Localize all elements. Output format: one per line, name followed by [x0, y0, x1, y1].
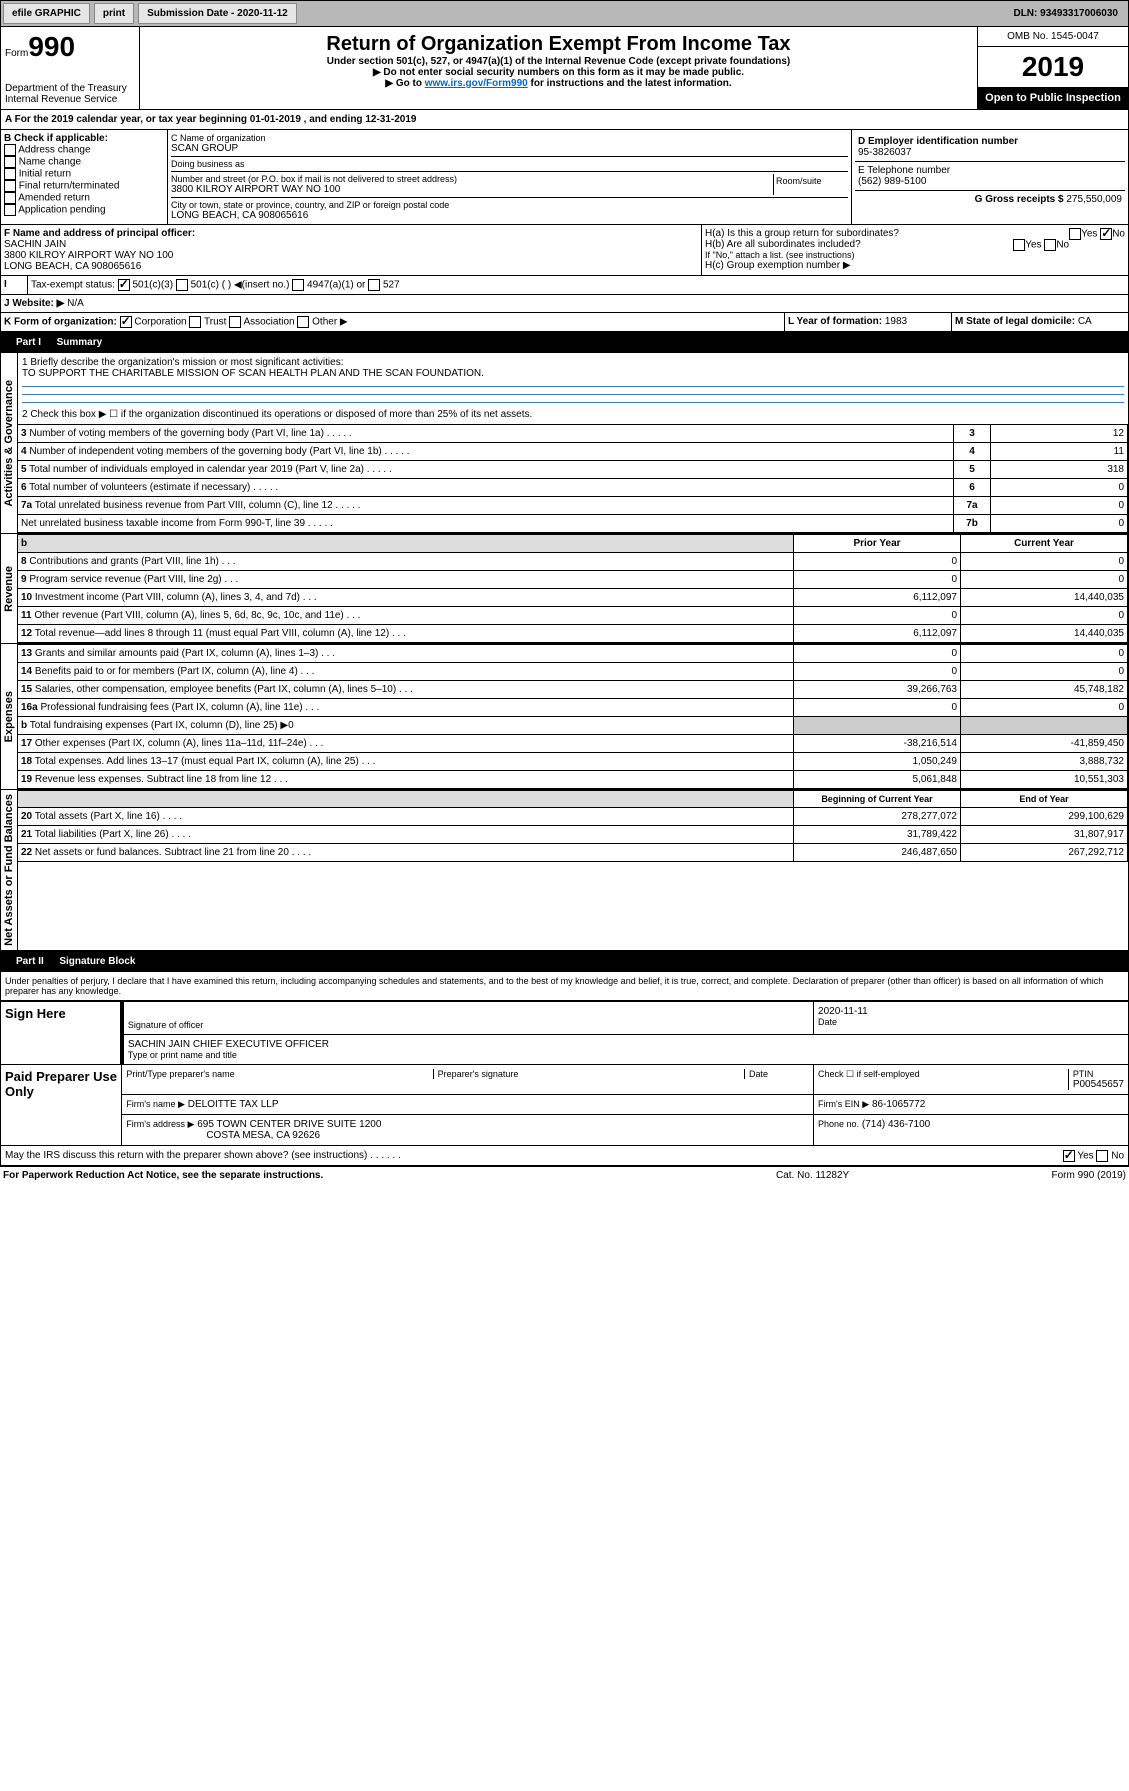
signature-table: Sign Here Signature of officer 2020-11-1…	[0, 1001, 1129, 1146]
officer-addr: 3800 KILROY AIRPORT WAY NO 100 LONG BEAC…	[4, 250, 173, 272]
telephone: (562) 989-5100	[858, 176, 926, 187]
discuss-no[interactable]	[1096, 1150, 1108, 1162]
discuss-yes[interactable]	[1063, 1150, 1075, 1162]
dba-label: Doing business as	[171, 159, 848, 169]
officer-name: SACHIN JAIN	[4, 239, 66, 250]
governance-table: 3 Number of voting members of the govern…	[18, 424, 1128, 533]
city-state-zip: LONG BEACH, CA 908065616	[171, 210, 848, 221]
form-header: Form990 Department of the Treasury Inter…	[0, 27, 1129, 110]
mission-text: TO SUPPORT THE CHARITABLE MISSION OF SCA…	[22, 368, 1124, 379]
ein: 95-3826037	[858, 147, 911, 158]
form-footer: Form 990 (2019)	[976, 1170, 1126, 1181]
revenue-table: bPrior YearCurrent Year8 Contributions a…	[18, 534, 1128, 643]
street-address: 3800 KILROY AIRPORT WAY NO 100	[171, 184, 773, 195]
balance-table: Beginning of Current YearEnd of Year20 T…	[18, 790, 1128, 862]
form-note2: ▶ Go to www.irs.gov/Form990 for instruct…	[146, 78, 971, 89]
irs-link[interactable]: www.irs.gov/Form990	[425, 78, 528, 89]
addr-change-check[interactable]	[4, 144, 16, 156]
name-change-check[interactable]	[4, 156, 16, 168]
4947-check[interactable]	[292, 279, 304, 291]
exp-side-label: Expenses	[1, 687, 17, 746]
cat-no: Cat. No. 11282Y	[776, 1170, 976, 1181]
tax-year: 2019	[978, 47, 1128, 88]
final-return-check[interactable]	[4, 180, 16, 192]
part-i-header: Part I Summary	[0, 332, 1129, 353]
omb-number: OMB No. 1545-0047	[978, 27, 1128, 47]
corp-check[interactable]	[120, 316, 132, 328]
b-label: B Check if applicable:	[4, 133, 108, 144]
sign-here-label: Sign Here	[1, 1001, 122, 1064]
initial-return-check[interactable]	[4, 168, 16, 180]
firm-name: DELOITTE TAX LLP	[188, 1099, 279, 1110]
hb-no[interactable]	[1044, 239, 1056, 251]
firm-ein: 86-1065772	[872, 1099, 925, 1110]
form-title: Return of Organization Exempt From Incom…	[146, 33, 971, 56]
discuss-line: May the IRS discuss this return with the…	[0, 1146, 1129, 1166]
open-public-badge: Open to Public Inspection	[978, 88, 1128, 109]
section-f-h: F Name and address of principal officer:…	[0, 225, 1129, 276]
paid-prep-label: Paid Preparer Use Only	[1, 1064, 122, 1145]
state-domicile: CA	[1078, 316, 1092, 327]
form-number: 990	[28, 31, 75, 62]
501c3-check[interactable]	[118, 279, 130, 291]
other-check[interactable]	[297, 316, 309, 328]
efile-button[interactable]: efile GRAPHIC	[3, 3, 90, 24]
ptin-value: P00545657	[1073, 1079, 1124, 1090]
c-name-label: C Name of organization	[171, 133, 848, 143]
year-formation: 1983	[885, 316, 907, 327]
website: N/A	[67, 298, 84, 309]
501c-check[interactable]	[176, 279, 188, 291]
sig-date: 2020-11-11	[818, 1006, 1124, 1017]
expenses-table: 13 Grants and similar amounts paid (Part…	[18, 644, 1128, 789]
form-note1: ▶ Do not enter social security numbers o…	[146, 67, 971, 78]
rev-side-label: Revenue	[1, 562, 17, 616]
gov-side-label: Activities & Governance	[1, 376, 17, 511]
firm-address: 695 TOWN CENTER DRIVE SUITE 1200	[197, 1119, 381, 1130]
assoc-check[interactable]	[229, 316, 241, 328]
527-check[interactable]	[368, 279, 380, 291]
form-label: Form	[5, 48, 28, 59]
app-pending-check[interactable]	[4, 204, 16, 216]
amended-check[interactable]	[4, 192, 16, 204]
top-toolbar: efile GRAPHIC print Submission Date - 20…	[0, 0, 1129, 27]
hb-yes[interactable]	[1013, 239, 1025, 251]
ha-yes[interactable]	[1069, 228, 1081, 240]
trust-check[interactable]	[189, 316, 201, 328]
ha-no[interactable]	[1100, 228, 1112, 240]
officer-name-title: SACHIN JAIN CHIEF EXECUTIVE OFFICER	[128, 1039, 1124, 1050]
gross-receipts: 275,550,009	[1066, 194, 1122, 205]
line-a: A For the 2019 calendar year, or tax yea…	[0, 110, 1129, 130]
dept-label: Department of the Treasury Internal Reve…	[5, 83, 135, 105]
print-button[interactable]: print	[94, 3, 134, 24]
org-name: SCAN GROUP	[171, 143, 848, 154]
pra-notice: For Paperwork Reduction Act Notice, see …	[3, 1170, 776, 1181]
section-bcdefgh: B Check if applicable: Address change Na…	[0, 130, 1129, 225]
firm-phone: (714) 436-7100	[862, 1119, 930, 1130]
declaration: Under penalties of perjury, I declare th…	[0, 972, 1129, 1001]
part-ii-header: Part II Signature Block	[0, 951, 1129, 972]
dln-label: DLN: 93493317006030	[1005, 4, 1126, 23]
submission-date: Submission Date - 2020-11-12	[138, 3, 297, 24]
bal-side-label: Net Assets or Fund Balances	[1, 790, 17, 950]
form-subtitle: Under section 501(c), 527, or 4947(a)(1)…	[146, 56, 971, 67]
